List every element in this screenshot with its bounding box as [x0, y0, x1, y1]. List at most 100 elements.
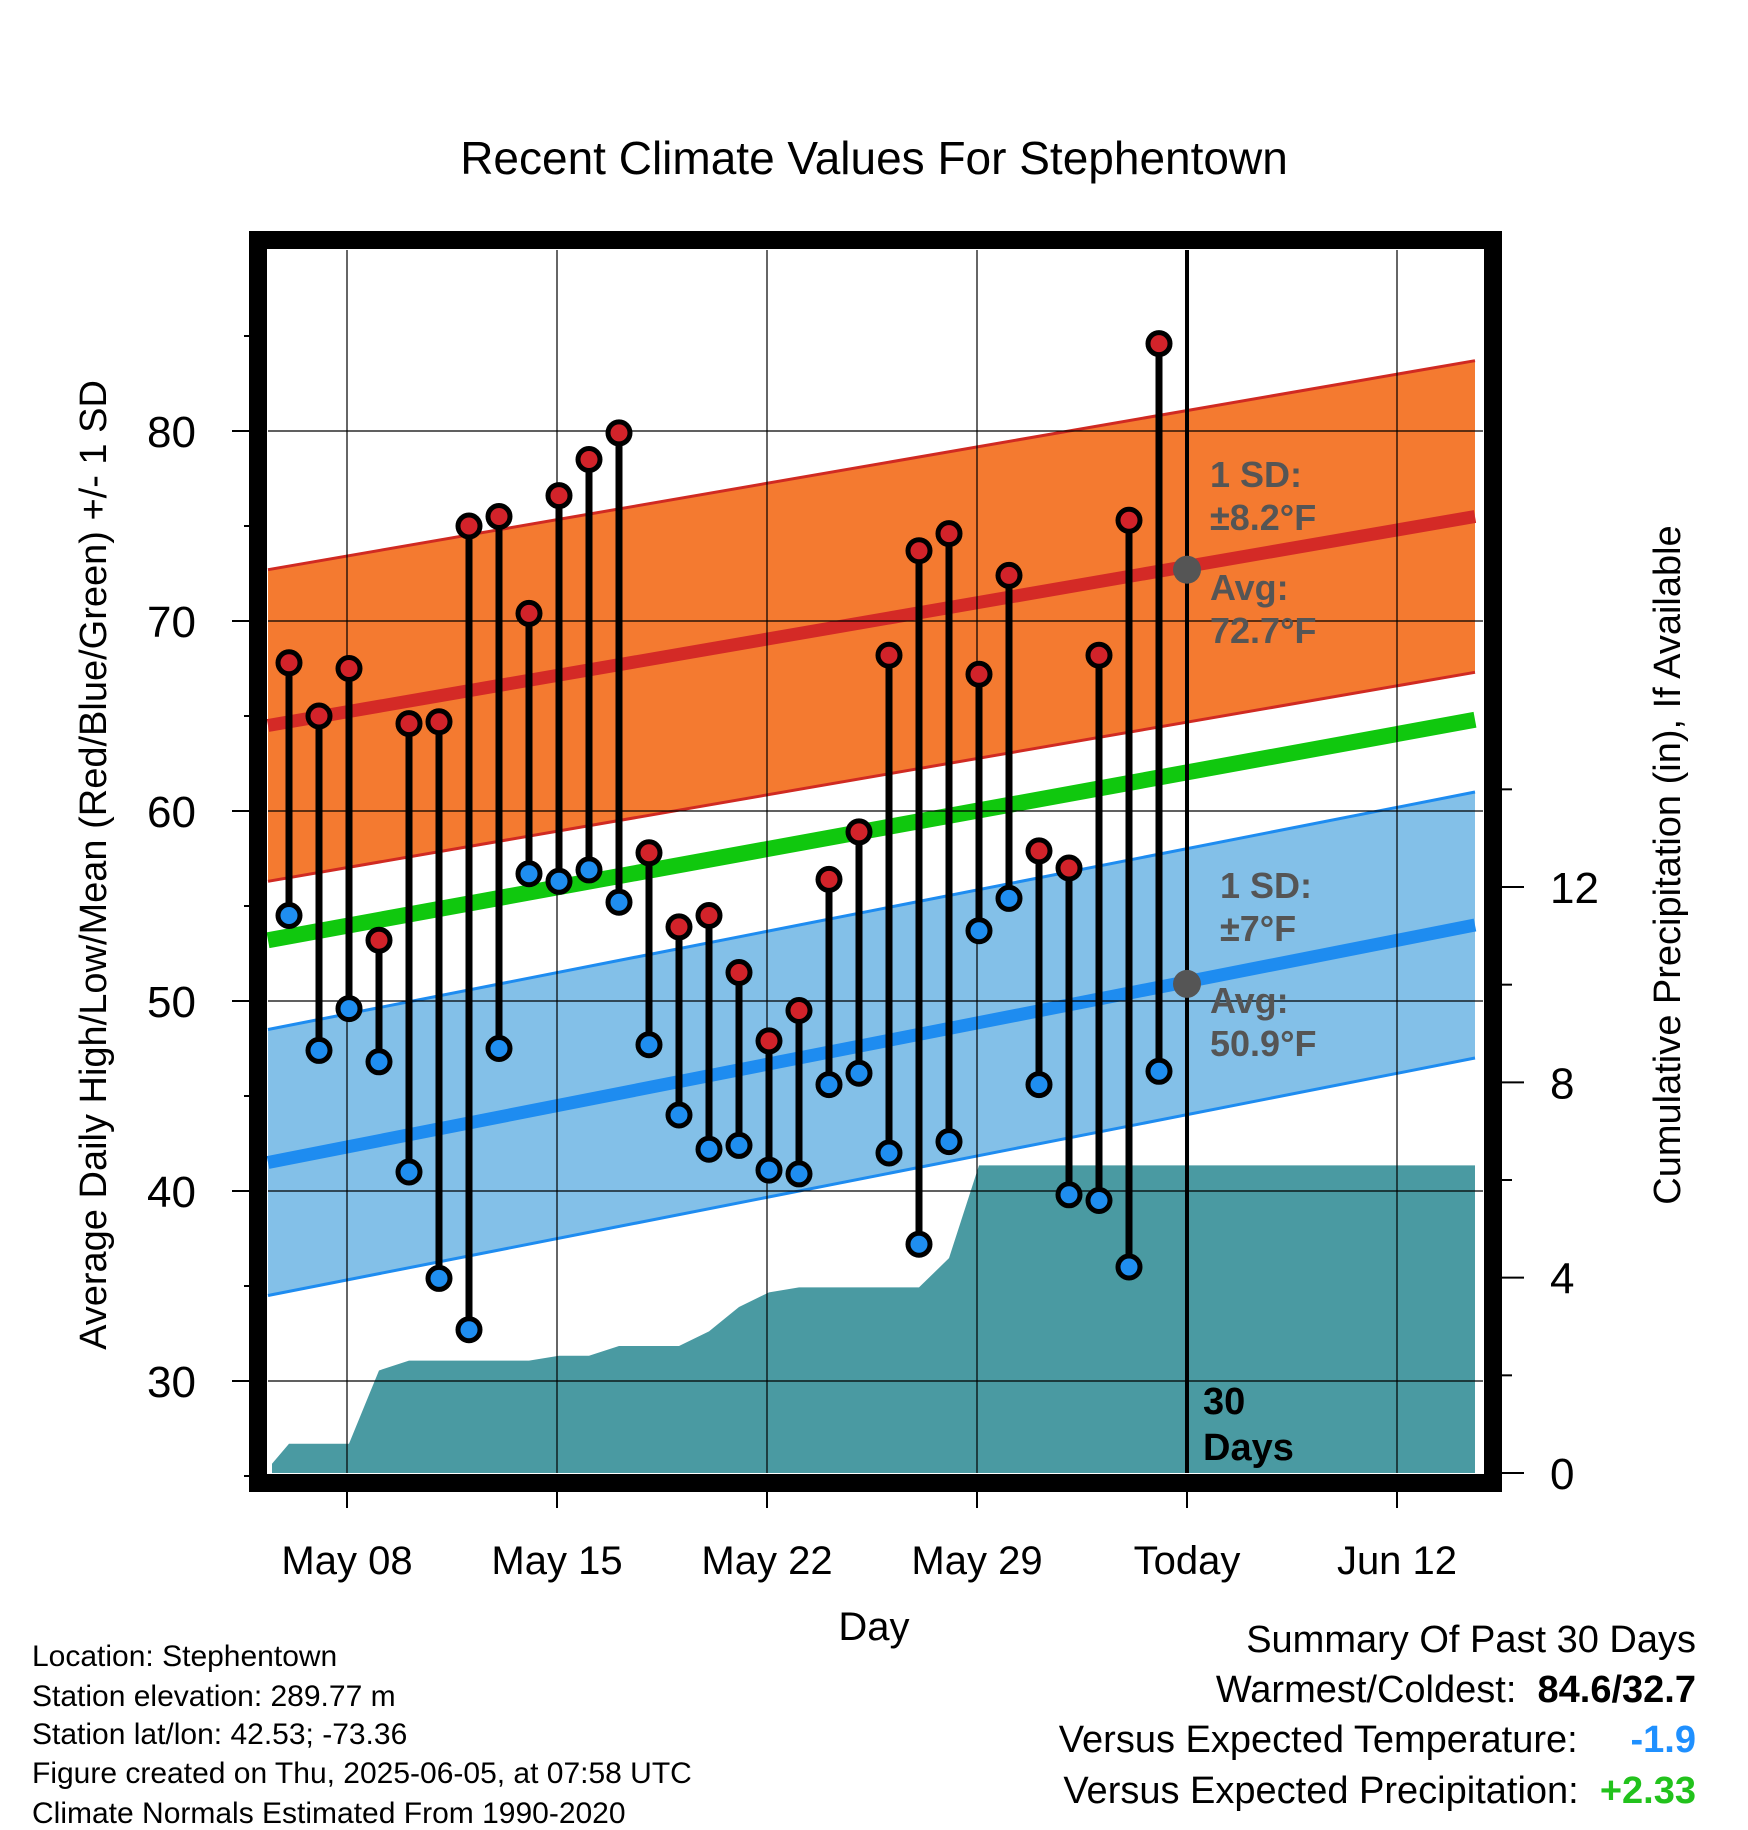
- daily-low-point: [1115, 1253, 1143, 1281]
- daily-low-point: [785, 1160, 813, 1188]
- temp-label: Versus Expected Temperature:: [1058, 1719, 1578, 1761]
- low-avg-value: 50.9°F: [1210, 1023, 1316, 1064]
- summary-precip: Versus Expected Precipitation: +2.33: [1063, 1771, 1696, 1811]
- daily-high-point: [335, 655, 363, 682]
- latlon-text: Station lat/lon: 42.53; -73.36: [32, 1718, 408, 1751]
- x-tick-label: May 15: [491, 1539, 622, 1583]
- daily-high-point: [1145, 330, 1173, 358]
- today-high-avg-marker: [1173, 555, 1201, 584]
- chart-text-layer: Recent Climate Values For Stephentown 30 4…: [73, 132, 1689, 1649]
- daily-high-point: [665, 913, 693, 941]
- daily-low-point: [1085, 1187, 1113, 1214]
- daily-high-point: [545, 482, 573, 510]
- daily-high-point: [1055, 854, 1083, 882]
- x-tick-label: May 08: [281, 1539, 412, 1583]
- daily-low-point: [1025, 1071, 1053, 1099]
- daily-low-point: [905, 1230, 933, 1258]
- daily-high-point: [875, 641, 903, 669]
- y-tick-label: 80: [147, 408, 196, 457]
- x-tick-label: Jun 12: [1337, 1539, 1457, 1583]
- summary-heading: Summary Of Past 30 Days: [1246, 1619, 1696, 1661]
- y-tick-label: 60: [147, 788, 196, 837]
- daily-high-point: [785, 997, 813, 1024]
- daily-high-point: [1085, 641, 1113, 669]
- daily-low-point: [605, 888, 633, 916]
- daily-low-point: [725, 1131, 753, 1159]
- precip-label: Versus Expected Precipitation:: [1063, 1770, 1579, 1812]
- daily-low-point: [575, 856, 603, 884]
- y2-tick-label: 4: [1550, 1255, 1574, 1304]
- x-axis-label: Day: [838, 1605, 909, 1649]
- daily-high-point: [305, 702, 333, 730]
- daily-low-point: [995, 884, 1023, 912]
- high-avg-value: 72.7°F: [1210, 610, 1316, 651]
- location-text: Location: Stephentown: [32, 1640, 338, 1673]
- high-avg-label: Avg:: [1210, 567, 1289, 608]
- daily-low-point: [455, 1316, 483, 1344]
- daily-low-point: [335, 995, 363, 1023]
- daily-low-point: [665, 1101, 693, 1129]
- summary-temp: Versus Expected Temperature: -1.9: [1059, 1720, 1696, 1760]
- daily-high-point: [995, 561, 1023, 589]
- daily-high-point: [605, 419, 633, 447]
- daily-low-point: [425, 1264, 453, 1292]
- daily-high-point: [935, 520, 963, 548]
- y2-axis-label: Cumulative Precipitation (in), If Availa…: [1647, 525, 1689, 1204]
- high-sd-label: 1 SD:: [1210, 454, 1302, 495]
- daily-high-point: [275, 649, 303, 677]
- y-tick-label: 70: [147, 598, 196, 647]
- daily-low-point: [755, 1156, 783, 1184]
- daily-high-point: [395, 710, 423, 738]
- today-low-avg-marker: [1173, 969, 1201, 998]
- daily-low-point: [275, 902, 303, 929]
- daily-high-point: [755, 1027, 783, 1055]
- daily-low-point: [545, 867, 573, 895]
- high-sd-value: ±8.2°F: [1210, 497, 1316, 538]
- daily-high-point: [815, 865, 843, 893]
- daily-high-point: [515, 599, 543, 627]
- daily-low-point: [485, 1035, 513, 1062]
- low-avg-label: Avg:: [1210, 980, 1289, 1021]
- daily-high-point: [365, 926, 393, 954]
- daily-low-point: [395, 1158, 423, 1186]
- today-days-word: Days: [1203, 1427, 1294, 1469]
- daily-low-point: [1145, 1057, 1173, 1085]
- precipitation-layer: [272, 1165, 1475, 1473]
- daily-high-point: [905, 537, 933, 565]
- y2-tick-label: 12: [1550, 864, 1599, 913]
- daily-high-point: [1025, 837, 1053, 865]
- daily-high-point: [845, 818, 873, 846]
- y2-tick-label: 8: [1550, 1059, 1574, 1108]
- precip-value: +2.33: [1599, 1770, 1696, 1812]
- y-axis-label: Average Daily High/Low/Mean (Red/Blue/Gr…: [73, 380, 115, 1350]
- daily-range-layer: [275, 330, 1201, 1344]
- daily-high-point: [635, 839, 663, 867]
- summary-warm-cold: Warmest/Coldest: 84.6/32.7: [1216, 1670, 1696, 1710]
- x-tick-label: May 22: [701, 1539, 832, 1583]
- plot-frame-layer: [232, 231, 1524, 1508]
- elevation-text: Station elevation: 289.77 m: [32, 1680, 396, 1713]
- plot-frame: [249, 231, 1502, 1492]
- precipitation-area: [272, 1165, 1475, 1473]
- daily-low-point: [305, 1036, 333, 1064]
- daily-high-point: [965, 660, 993, 688]
- chart-title: Recent Climate Values For Stephentown: [460, 132, 1288, 184]
- daily-high-point: [575, 446, 603, 473]
- y-tick-label: 50: [147, 978, 196, 1027]
- daily-low-point: [815, 1071, 843, 1099]
- y2-tick-label: 0: [1550, 1450, 1574, 1499]
- daily-low-point: [635, 1031, 663, 1059]
- temp-value: -1.9: [1630, 1719, 1696, 1761]
- low-sd-value: ±7°F: [1220, 908, 1296, 949]
- today-days-number: 30: [1203, 1381, 1245, 1423]
- daily-low-point: [875, 1139, 903, 1167]
- daily-low-point: [965, 917, 993, 945]
- daily-high-point: [1115, 506, 1143, 534]
- created-text: Figure created on Thu, 2025-06-05, at 07…: [32, 1757, 692, 1790]
- daily-low-point: [845, 1059, 873, 1087]
- daily-high-point: [455, 512, 483, 540]
- daily-high-point: [425, 708, 453, 736]
- normals-text: Climate Normals Estimated From 1990-2020: [32, 1797, 626, 1830]
- daily-high-point: [695, 902, 723, 929]
